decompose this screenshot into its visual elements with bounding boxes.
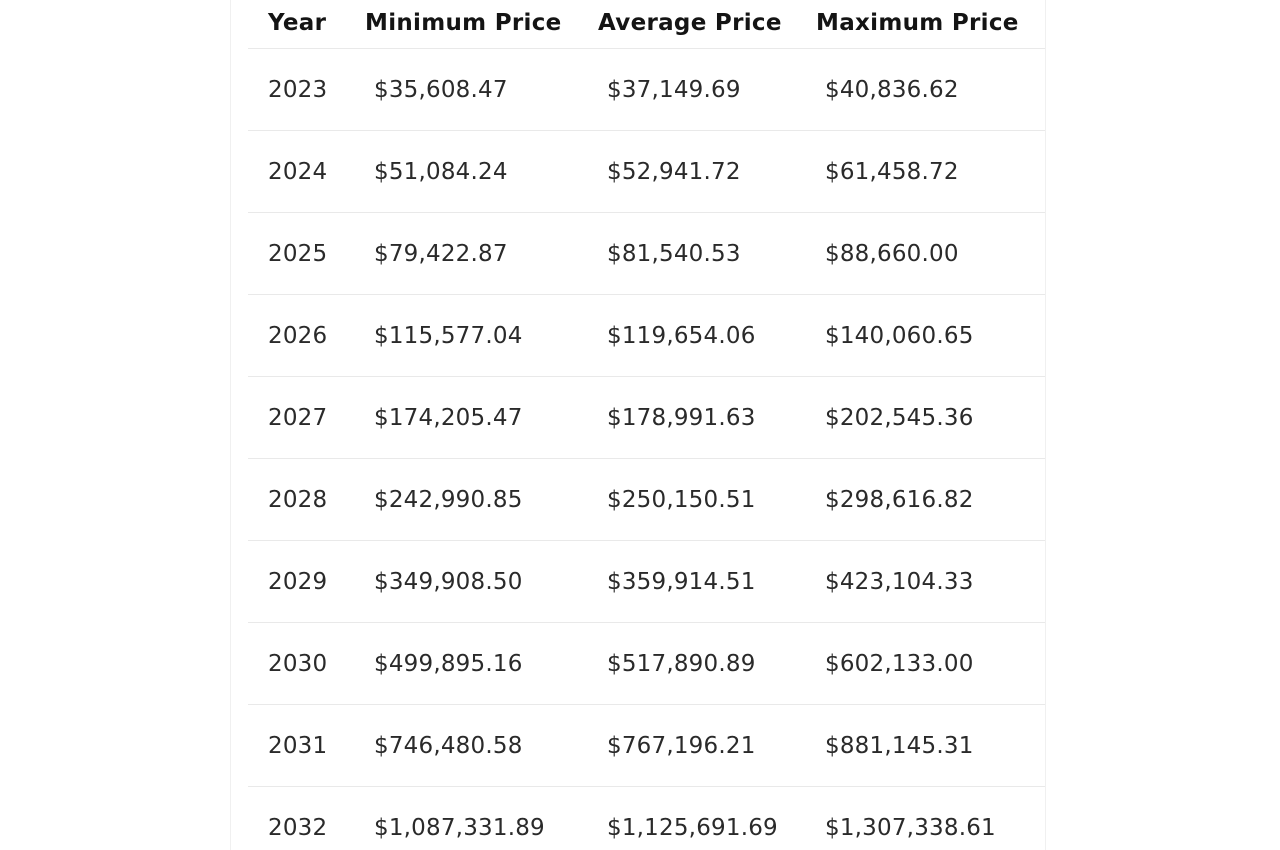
cell-max-price: $881,145.31 (816, 704, 1045, 787)
cell-min-price: $349,908.50 (365, 540, 598, 623)
cell-max-price: $88,660.00 (816, 212, 1045, 295)
cell-year: 2023 (248, 48, 365, 131)
cell-avg-price: $37,149.69 (598, 48, 816, 131)
column-header-maximum-price: Maximum Price (816, 0, 1045, 49)
table-row: 2025 $79,422.87 $81,540.53 $88,660.00 (248, 212, 1045, 295)
cell-avg-price: $767,196.21 (598, 704, 816, 787)
table-row: 2027 $174,205.47 $178,991.63 $202,545.36 (248, 376, 1045, 459)
cell-min-price: $746,480.58 (365, 704, 598, 787)
cell-year: 2029 (248, 540, 365, 623)
cell-year: 2027 (248, 376, 365, 459)
cell-avg-price: $250,150.51 (598, 458, 816, 541)
cell-year: 2026 (248, 294, 365, 377)
cell-max-price: $1,307,338.61 (816, 786, 1045, 850)
cell-max-price: $602,133.00 (816, 622, 1045, 705)
table-body: 2023 $35,608.47 $37,149.69 $40,836.62 20… (248, 48, 1045, 850)
cell-min-price: $1,087,331.89 (365, 786, 598, 850)
table-row: 2028 $242,990.85 $250,150.51 $298,616.82 (248, 458, 1045, 541)
column-header-average-price: Average Price (598, 0, 816, 49)
table-row: 2029 $349,908.50 $359,914.51 $423,104.33 (248, 540, 1045, 623)
cell-min-price: $174,205.47 (365, 376, 598, 459)
cell-avg-price: $359,914.51 (598, 540, 816, 623)
cell-min-price: $35,608.47 (365, 48, 598, 131)
column-header-year: Year (248, 0, 365, 49)
cell-year: 2031 (248, 704, 365, 787)
table-row: 2024 $51,084.24 $52,941.72 $61,458.72 (248, 130, 1045, 213)
cell-avg-price: $1,125,691.69 (598, 786, 816, 850)
cell-min-price: $242,990.85 (365, 458, 598, 541)
cell-min-price: $115,577.04 (365, 294, 598, 377)
cell-min-price: $79,422.87 (365, 212, 598, 295)
price-table-container: Year Minimum Price Average Price Maximum… (230, 0, 1046, 850)
cell-max-price: $140,060.65 (816, 294, 1045, 377)
cell-avg-price: $517,890.89 (598, 622, 816, 705)
cell-max-price: $423,104.33 (816, 540, 1045, 623)
table-row: 2032 $1,087,331.89 $1,125,691.69 $1,307,… (248, 786, 1045, 850)
table-header-row: Year Minimum Price Average Price Maximum… (248, 0, 1045, 49)
cell-year: 2028 (248, 458, 365, 541)
cell-avg-price: $52,941.72 (598, 130, 816, 213)
cell-max-price: $202,545.36 (816, 376, 1045, 459)
cell-avg-price: $81,540.53 (598, 212, 816, 295)
cell-max-price: $298,616.82 (816, 458, 1045, 541)
cell-min-price: $51,084.24 (365, 130, 598, 213)
cell-avg-price: $119,654.06 (598, 294, 816, 377)
cell-max-price: $61,458.72 (816, 130, 1045, 213)
column-header-minimum-price: Minimum Price (365, 0, 598, 49)
table-row: 2023 $35,608.47 $37,149.69 $40,836.62 (248, 48, 1045, 131)
cell-year: 2032 (248, 786, 365, 850)
cell-max-price: $40,836.62 (816, 48, 1045, 131)
price-prediction-table: Year Minimum Price Average Price Maximum… (248, 0, 1045, 850)
table-row: 2031 $746,480.58 $767,196.21 $881,145.31 (248, 704, 1045, 787)
cell-year: 2024 (248, 130, 365, 213)
table-row: 2026 $115,577.04 $119,654.06 $140,060.65 (248, 294, 1045, 377)
table-row: 2030 $499,895.16 $517,890.89 $602,133.00 (248, 622, 1045, 705)
cell-min-price: $499,895.16 (365, 622, 598, 705)
cell-year: 2030 (248, 622, 365, 705)
cell-year: 2025 (248, 212, 365, 295)
cell-avg-price: $178,991.63 (598, 376, 816, 459)
